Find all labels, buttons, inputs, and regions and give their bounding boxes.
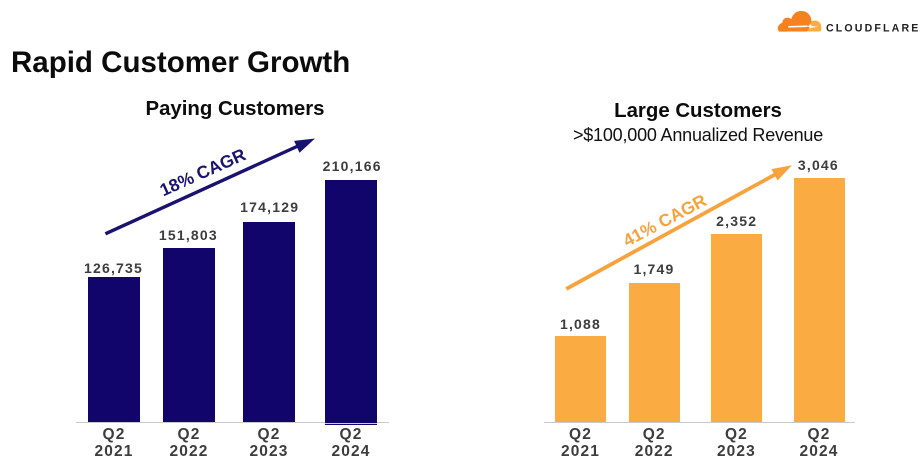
svg-text:CLOUDFLARE: CLOUDFLARE <box>826 23 920 35</box>
